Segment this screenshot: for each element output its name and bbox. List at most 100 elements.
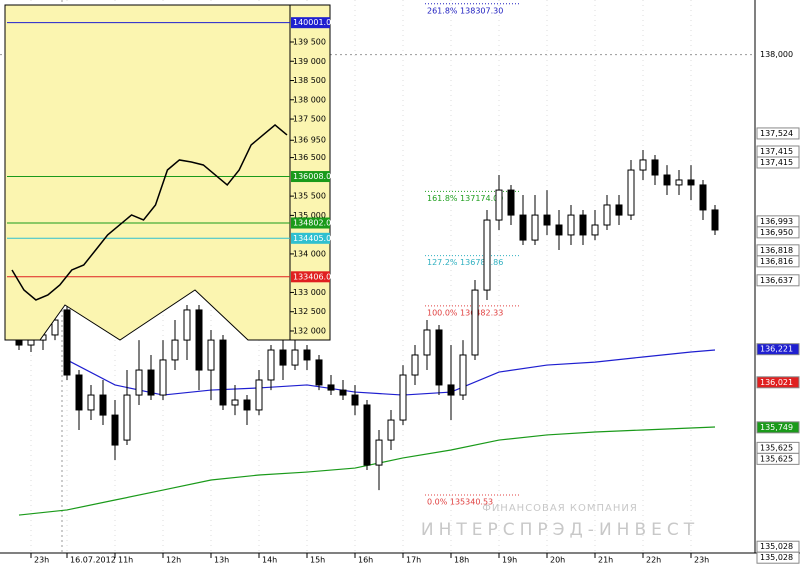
candle-body (159, 359, 167, 396)
candle-body (603, 204, 611, 226)
x-tick-label: 11h (118, 556, 133, 565)
candle-body (183, 309, 191, 341)
candle-body (327, 384, 335, 391)
candle-body (507, 189, 515, 216)
candle-body (63, 309, 71, 376)
price-marker-label: 136,818 (760, 246, 793, 255)
inset-tick-label: 137 500 (293, 115, 326, 124)
x-tick-label: 17h (406, 556, 421, 565)
inset-tick-label: 134 000 (293, 249, 326, 258)
candle-body (375, 439, 383, 466)
candle-body (447, 384, 455, 396)
inset-tick-label: 138 000 (293, 95, 326, 104)
x-tick-label: 20h (550, 556, 565, 565)
watermark: ФИНАНСОВАЯ КОМПАНИЯ (482, 503, 638, 514)
candle-body (387, 419, 395, 441)
x-tick-label: 19h (502, 556, 517, 565)
candle-body (351, 394, 359, 406)
x-tick-label: 13h (214, 556, 229, 565)
inset-marker-label: 140001.0 (293, 18, 331, 27)
candle-body (627, 169, 635, 216)
candle-body (231, 399, 239, 406)
x-tick-label: 16h (358, 556, 373, 565)
candle-body (639, 159, 647, 171)
candle-body (567, 214, 575, 236)
candle-body (687, 179, 695, 186)
price-marker-label: 135,028 (760, 553, 793, 562)
candle-body (243, 399, 251, 411)
candle-body (435, 329, 443, 386)
candle-body (519, 214, 527, 241)
candle-body (579, 214, 587, 236)
inset-line (11, 124, 288, 301)
inset-marker (291, 217, 330, 229)
candle-body (699, 184, 707, 211)
x-tick-label: 12h (166, 556, 181, 565)
candle-body (15, 339, 23, 346)
x-tick-label: 15h (310, 556, 325, 565)
x-tick-label: 21h (598, 556, 613, 565)
candle-body (495, 189, 503, 221)
candle-body (303, 349, 311, 361)
price-marker-label: 136,950 (760, 228, 793, 237)
candle-body (615, 204, 623, 216)
x-tick-label: 18h (454, 556, 469, 565)
candle-body (411, 354, 419, 376)
candle-body (483, 219, 491, 291)
candle-body (147, 369, 155, 396)
candle-body (555, 224, 563, 236)
candle-body (195, 309, 203, 371)
price-marker (756, 274, 800, 287)
candle-body (267, 349, 275, 381)
candle-body (663, 174, 671, 186)
price-marker (756, 551, 800, 564)
candle-body (675, 179, 683, 186)
inset-marker (291, 232, 330, 244)
price-marker-label: 135,028 (760, 542, 793, 551)
x-tick-label: 14h (262, 556, 277, 565)
candle-body (279, 349, 287, 366)
candle-body (543, 214, 551, 226)
inset-marker (291, 271, 330, 283)
inset-tick-label: 139 000 (293, 57, 326, 66)
price-marker-label: 136,021 (760, 378, 793, 387)
inset-tick-label: 132 500 (293, 307, 326, 316)
price-marker-label: 137,415 (760, 147, 793, 156)
price-marker (756, 343, 800, 356)
inset-marker-label: 134802.0 (293, 219, 331, 228)
inset-marker (291, 171, 330, 183)
candle-body (255, 379, 263, 411)
price-marker-label: 135,625 (760, 454, 793, 463)
candle-body (99, 394, 107, 416)
price-marker (756, 127, 800, 140)
candle-body (711, 209, 719, 231)
candle-body (123, 394, 131, 441)
fib-label: 100.0% 136482.33 (427, 308, 503, 317)
candle-body (471, 289, 479, 356)
fib-label: 261.8% 138307.30 (427, 6, 503, 15)
moving-average (18, 426, 716, 516)
inset-marker-label: 134405.0 (293, 234, 331, 243)
candle-body (135, 369, 143, 396)
price-marker-label: 136,637 (760, 276, 793, 285)
candle-body (75, 374, 83, 411)
candle-body (27, 339, 35, 346)
fib-label: 161.8% 137174.00 (427, 194, 503, 203)
price-marker (756, 421, 800, 434)
candle-body (87, 394, 95, 411)
candle-body (459, 354, 467, 396)
price-marker (756, 376, 800, 389)
candle-body (339, 389, 347, 396)
x-tick-label: 23h (34, 556, 49, 565)
candle-body (651, 159, 659, 176)
candle-body (315, 359, 323, 386)
price-marker-label: 136,816 (760, 257, 793, 266)
price-marker (756, 226, 800, 239)
inset-tick-label: 135 000 (293, 211, 326, 220)
candle-body (591, 224, 599, 236)
candle-body (423, 329, 431, 356)
candle-body (399, 374, 407, 421)
price-marker (756, 255, 800, 268)
inset-tick-label: 133 000 (293, 288, 326, 297)
inset-marker-label: 136008.0 (293, 172, 331, 181)
